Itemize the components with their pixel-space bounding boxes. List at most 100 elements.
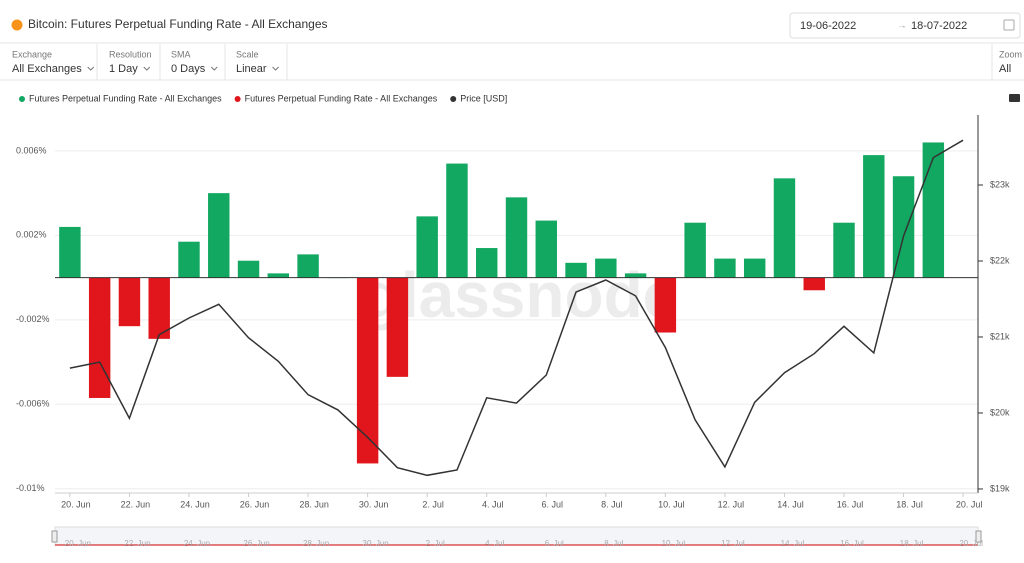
navigator-label: 28. Jun [303, 539, 329, 548]
bar [595, 258, 617, 278]
navigator-label: 22. Jun [124, 539, 150, 548]
dropdown-icon [210, 66, 218, 71]
bar [654, 277, 677, 333]
y2-tick-label: $20k [990, 407, 1010, 417]
date-from[interactable]: 19-06-2022 [800, 20, 856, 32]
y-tick-label: 0.002% [16, 230, 47, 240]
x-tick-label: 4. Jul [482, 499, 504, 509]
bar [773, 178, 796, 278]
y2-tick-label: $21k [990, 331, 1010, 341]
bar [88, 277, 111, 398]
control-label: Scale [236, 49, 259, 59]
navigator-label: 14. Jul [781, 539, 805, 548]
camera-icon[interactable] [1009, 94, 1020, 102]
y-tick-label: 0.006% [16, 145, 47, 155]
legend-marker [450, 96, 457, 102]
control-value[interactable]: 1 Day [109, 63, 138, 75]
bar [416, 216, 438, 278]
control-label: SMA [171, 49, 191, 59]
legend-label[interactable]: Futures Perpetual Funding Rate - All Exc… [245, 93, 438, 103]
bar [148, 277, 170, 339]
control-value[interactable]: All Exchanges [12, 63, 82, 75]
bar [714, 258, 736, 278]
zoom-value[interactable]: All [999, 63, 1011, 75]
arrow-icon: → [897, 21, 907, 32]
control-label: Resolution [109, 49, 152, 59]
page-title: Bitcoin: Futures Perpetual Funding Rate … [28, 17, 328, 31]
x-tick-label: 18. Jul [896, 499, 923, 509]
calendar-icon[interactable] [1003, 19, 1015, 31]
dropdown-icon [272, 66, 279, 71]
bitcoin-icon [11, 19, 23, 31]
bar [535, 220, 557, 278]
bar [922, 142, 945, 278]
navigator-label: 26. Jun [243, 539, 269, 548]
navigator-label: 18. Jul [900, 539, 924, 548]
x-tick-label: 30. Jun [359, 499, 389, 509]
bar [803, 277, 825, 291]
bar [892, 176, 915, 278]
bar [743, 258, 766, 278]
bar [446, 163, 468, 278]
date-to[interactable]: 18-07-2022 [911, 20, 967, 32]
bar [863, 155, 885, 278]
x-tick-label: 8. Jul [601, 499, 623, 509]
x-tick-label: 12. Jul [718, 499, 745, 509]
bar [476, 248, 498, 278]
bar [178, 241, 200, 278]
date-range[interactable] [789, 12, 1021, 39]
bar [833, 222, 855, 278]
navigator-label: 10. Jul [662, 539, 686, 548]
x-tick-label: 20. Jul [956, 499, 983, 509]
navigator-label: 6. Jul [545, 539, 564, 548]
bar [237, 260, 260, 278]
x-tick-label: 22. Jun [121, 499, 151, 509]
bar [624, 273, 647, 278]
x-tick-label: 26. Jun [240, 499, 270, 509]
dropdown-icon [143, 66, 151, 71]
control-value[interactable]: 0 Days [171, 63, 206, 75]
bar [208, 193, 230, 278]
y2-tick-label: $22k [990, 255, 1010, 265]
navigator-handle[interactable] [975, 530, 982, 543]
navigator-label: 24. Jun [184, 539, 210, 548]
navigator-label: 12. Jul [721, 539, 745, 548]
x-tick-label: 16. Jul [837, 499, 864, 509]
navigator-label: 8. Jul [604, 539, 623, 548]
navigator-label: 30. Jun [363, 539, 389, 548]
bar [565, 262, 587, 278]
x-tick-label: 24. Jun [180, 499, 210, 509]
y2-tick-label: $23k [990, 179, 1010, 189]
bar [118, 277, 141, 327]
legend-label[interactable]: Price [USD] [460, 93, 507, 103]
navigator-label: 2. Jul [426, 539, 445, 548]
navigator-label: 20. Jun [65, 539, 91, 548]
bar [356, 277, 379, 464]
navigator-handle[interactable] [51, 530, 58, 543]
x-tick-label: 2. Jul [422, 499, 444, 509]
legend-label[interactable]: Futures Perpetual Funding Rate - All Exc… [29, 93, 222, 103]
bar [267, 273, 290, 278]
control-label: Exchange [12, 49, 52, 59]
control-value[interactable]: Linear [236, 63, 267, 75]
y-tick-label: -0.006% [16, 399, 50, 409]
x-tick-label: 28. Jun [299, 499, 329, 509]
y2-tick-label: $19k [990, 483, 1010, 493]
navigator-label: 20. Jul [959, 539, 983, 548]
bar [505, 197, 528, 278]
bar [297, 254, 319, 278]
y-tick-label: -0.002% [16, 314, 50, 324]
navigator-label: 4. Jul [485, 539, 504, 548]
x-tick-label: 14. Jul [777, 499, 804, 509]
bar [59, 226, 81, 278]
price-line [69, 139, 964, 477]
bar [684, 222, 706, 278]
x-tick-label: 20. Jun [61, 499, 91, 509]
x-tick-label: 6. Jul [542, 499, 564, 509]
x-tick-label: 10. Jul [658, 499, 685, 509]
bar [386, 277, 409, 377]
legend-marker [19, 96, 25, 102]
legend-marker [234, 96, 241, 102]
